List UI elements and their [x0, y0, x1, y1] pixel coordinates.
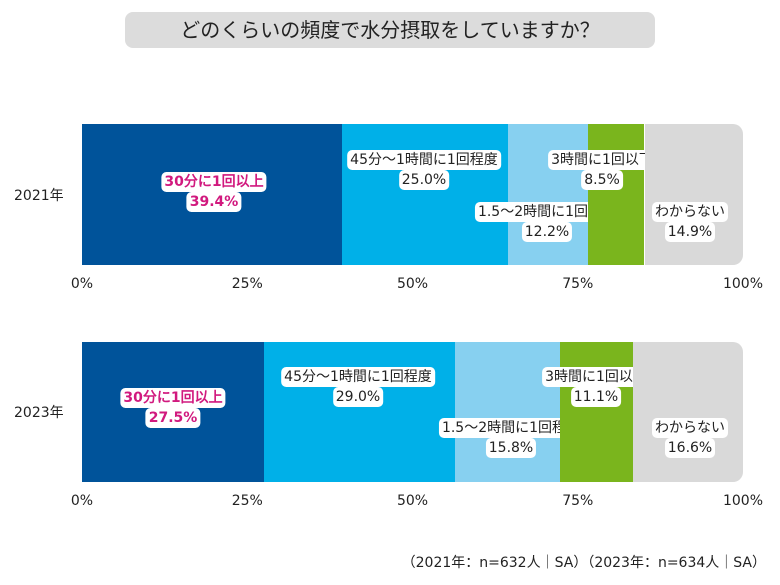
- data-label: 1.5〜2時間に1回程度 15.8%: [438, 418, 584, 458]
- series-name: 30分に1回以上: [120, 388, 226, 408]
- bar-segment: [588, 124, 645, 265]
- series-name: わからない: [652, 418, 728, 438]
- data-label: 3時間に1回以下 11.1%: [542, 367, 650, 407]
- bar-segment: [644, 124, 743, 265]
- bar-segment: [559, 342, 634, 482]
- x-tick-label: 0%: [70, 276, 94, 292]
- bar-segment: [263, 342, 456, 482]
- series-name: 30分に1回以上: [161, 172, 267, 192]
- bar-segment: [455, 342, 560, 482]
- category-label: 2021年: [14, 187, 64, 204]
- value-label: 29.0%: [332, 387, 384, 407]
- data-label: 3時間に1回以下 8.5%: [548, 150, 656, 190]
- x-tick-label: 25%: [231, 276, 263, 292]
- x-tick-label: 75%: [562, 276, 594, 292]
- data-label: 45分〜1時間に1回程度 29.0%: [281, 367, 435, 407]
- value-label: 16.6%: [664, 438, 716, 458]
- value-label: 15.8%: [485, 438, 537, 458]
- data-label: わからない 16.6%: [652, 418, 728, 458]
- value-label: 27.5%: [145, 408, 201, 428]
- value-label: 12.2%: [521, 222, 573, 242]
- series-name: 3時間に1回以下: [548, 150, 656, 170]
- bar-segment: [507, 124, 589, 265]
- bar-segment: [342, 124, 508, 265]
- bar-segment: [633, 342, 743, 482]
- data-label: 45分〜1時間に1回程度 25.0%: [347, 150, 501, 190]
- series-name: わからない: [652, 202, 728, 222]
- data-label: わからない 14.9%: [652, 202, 728, 242]
- value-label: 14.9%: [664, 222, 716, 242]
- data-label: 30分に1回以上 27.5%: [120, 388, 226, 428]
- chart-title: どのくらいの頻度で水分摂取をしていますか？: [125, 12, 655, 48]
- series-name: 1.5〜2時間に1回程度: [438, 418, 584, 438]
- value-label: 8.5%: [581, 170, 623, 190]
- data-label: 1.5〜2時間に1回程度 12.2%: [474, 202, 620, 242]
- data-label: 30分に1回以上 39.4%: [161, 172, 267, 212]
- value-label: 11.1%: [570, 387, 622, 407]
- x-tick-label: 100%: [722, 493, 764, 509]
- x-tick-label: 100%: [722, 276, 764, 292]
- x-tick-label: 50%: [396, 276, 429, 292]
- x-tick-label: 0%: [70, 493, 94, 509]
- series-name: 45分〜1時間に1回程度: [347, 150, 501, 170]
- value-label: 39.4%: [186, 192, 242, 212]
- series-name: 45分〜1時間に1回程度: [281, 367, 435, 387]
- x-tick-label: 50%: [396, 493, 429, 509]
- x-tick-label: 25%: [231, 493, 263, 509]
- series-name: 3時間に1回以下: [542, 367, 650, 387]
- value-label: 25.0%: [398, 170, 450, 190]
- category-label: 2023年: [14, 405, 64, 421]
- footnote: （2021年：n=632人｜SA）（2023年：n=634人｜SA）: [401, 555, 766, 571]
- series-name: 1.5〜2時間に1回程度: [474, 202, 620, 222]
- x-tick-label: 75%: [562, 493, 594, 509]
